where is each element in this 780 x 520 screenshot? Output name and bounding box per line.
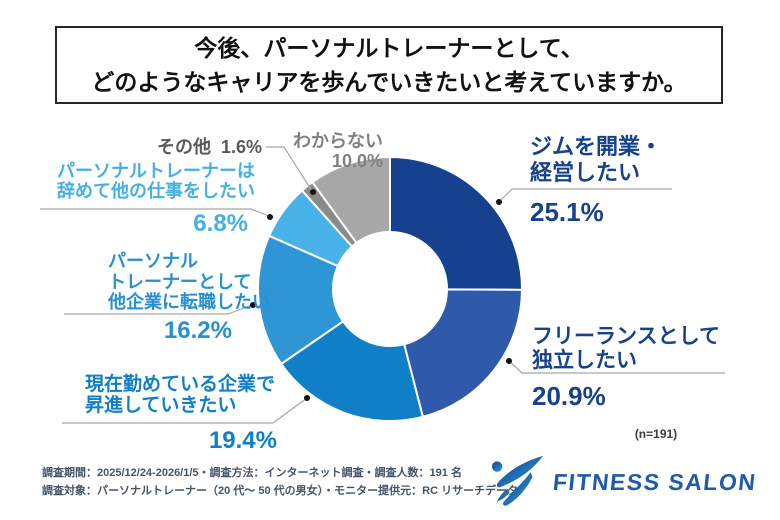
label-promotion-line1: 現在勤めている企業で [85,374,276,395]
donut-segment [389,155,524,291]
leader-dot [506,358,512,364]
pct-gym: 25.1% [530,197,604,227]
label-other-text: その他 [156,137,211,157]
logo-figure-head [491,461,503,472]
brand-logo: FITNESS SALON [487,452,758,512]
label-gym-line1: ジムを開業・ [530,134,663,159]
label-gym: ジムを開業・ 経営したい [530,134,662,186]
label-freelance-line1: フリーランスとして [532,325,720,348]
label-change-company-line3: 他企業に転職したい [108,292,270,312]
leader-line-gym [498,188,672,203]
leader-line-quit [40,208,270,217]
leader-dots [250,189,512,401]
pct-dont-know: 10.0% [331,151,383,171]
label-quit-line1: パーソナルトレーナーは [57,161,255,181]
label-other: その他 1.6% [116,133,262,159]
leader-dot [250,302,256,308]
label-change-company-line2: トレーナーとして [108,271,252,292]
pct-change-company: 16.2% [163,317,232,344]
footnote-line2: 調査対象：パーソナルトレーナー（20 代～ 50 代の男女）・モニター提供元：R… [42,485,519,497]
label-gym-line2: 経営したい [530,160,641,185]
survey-footnote: 調査期間：2025/12/24-2026/1/5・調査方法：インターネット調査・… [42,464,518,500]
logo-swoosh-top [496,455,544,488]
label-quit: パーソナルトレーナーは 辞めて他の仕事をしたい [57,161,255,201]
sample-size-label: (n=191) [634,427,678,441]
label-promotion: 現在勤めている企業で 昇進していきたい [85,374,275,416]
leader-dot [496,199,502,205]
pct-freelance: 20.9% [532,381,606,411]
pct-promotion: 19.4% [208,427,277,454]
donut-segment [257,234,345,366]
label-change-company: パーソナル トレーナーとして 他企業に転職したい [108,251,270,313]
pct-quit: 6.8% [193,210,248,237]
label-dont-know: わからない 10.0% [276,131,383,171]
leader-line-promotion [62,397,308,424]
pct-other: 1.6% [220,137,262,157]
label-quit-line2: 辞めて他の仕事をしたい [57,180,255,201]
label-dont-know-text: わからない [293,131,383,151]
leader-dot [267,214,273,220]
donut-segment [311,155,391,245]
logo-text: FITNESS SALON [551,468,758,495]
chart-title-line2: どのようなキャリアを歩んでいきたいと考えていますか。 [91,69,687,95]
donut-segments [257,155,524,422]
donut-segment [279,319,425,422]
label-change-company-line1: パーソナル [108,251,198,271]
leader-line-other [266,146,313,192]
logo-swoosh-fin [496,488,510,502]
title-box: 今後、パーソナルトレーナーとして、 どのようなキャリアを歩んでいきたいと考えてい… [55,26,723,104]
chart-title-line1: 今後、パーソナルトレーナーとして、 [194,35,584,61]
donut-segment [402,288,524,419]
leader-lines [40,146,725,424]
fitness-salon-logo-icon [491,455,544,506]
footnote-line1: 調査期間：2025/12/24-2026/1/5・調査方法：インターネット調査・… [42,467,462,479]
leader-line-change-company [64,304,253,315]
label-promotion-line2: 昇進していきたい [85,395,237,416]
label-freelance: フリーランスとして 独立したい [532,325,720,373]
label-freelance-line2: 独立したい [532,349,637,372]
leader-line-freelance [508,360,725,374]
leader-dot [310,189,316,195]
leader-dot [304,395,310,401]
logo-swoosh-middle [502,472,533,506]
